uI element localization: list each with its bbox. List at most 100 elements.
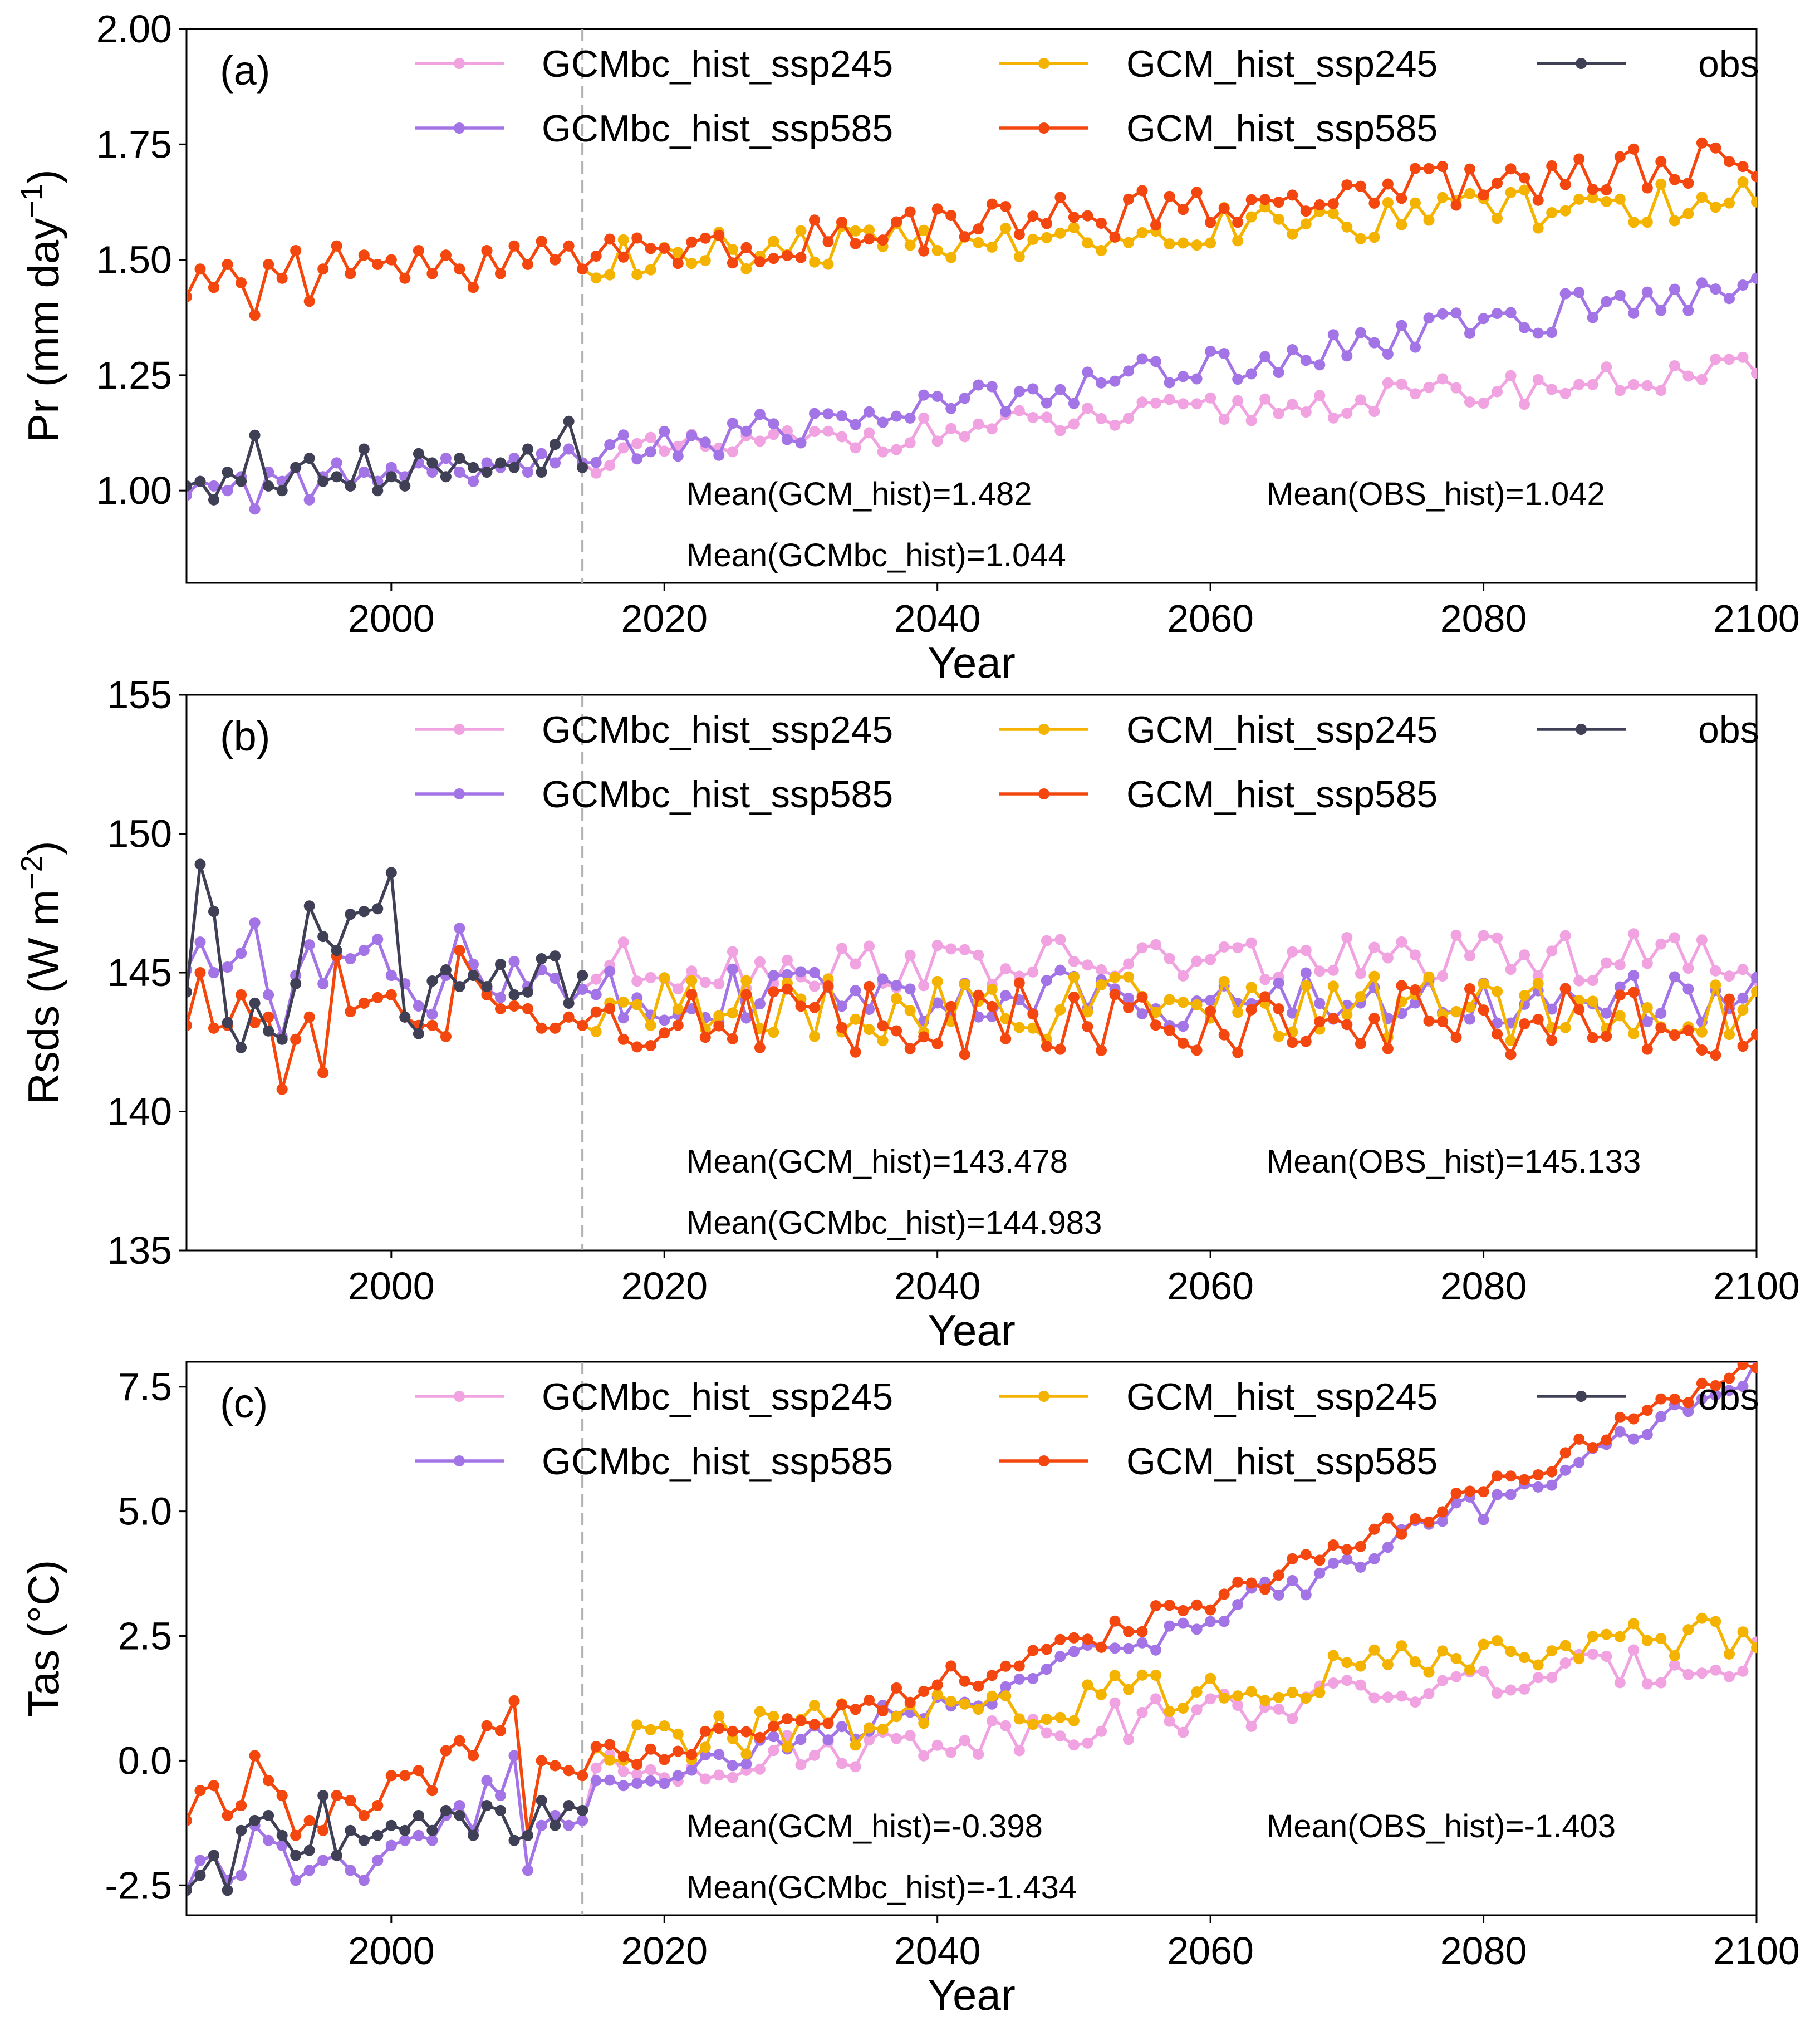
- gcmbc-hist-ssp245-point: [782, 425, 793, 436]
- gcm-hist-ssp585-point: [1464, 163, 1475, 175]
- obs-point: [317, 1790, 329, 1802]
- gcmbc-hist-ssp245-point: [754, 956, 766, 968]
- gcm-hist-ssp585-point: [1136, 185, 1148, 197]
- gcm-hist-ssp585-point: [1368, 197, 1380, 209]
- legend-swatch-marker: [1038, 122, 1049, 134]
- gcm-hist-ssp245-point: [904, 239, 916, 251]
- gcm-hist-ssp585-point: [1505, 1049, 1517, 1061]
- gcmbc-hist-ssp585-point: [659, 1778, 670, 1789]
- gcmbc-hist-ssp585-point: [249, 917, 261, 929]
- gcmbc-hist-ssp585-point: [1232, 1599, 1244, 1610]
- gcm-hist-ssp585-point: [1696, 1377, 1708, 1389]
- gcm-hist-ssp585-point: [263, 258, 274, 270]
- x-tick-label: 2100: [1713, 1264, 1800, 1308]
- gcmbc-hist-ssp585-point: [1655, 305, 1667, 316]
- gcmbc-hist-ssp245-point: [1546, 1672, 1558, 1684]
- gcm-hist-ssp585-point: [208, 282, 219, 293]
- gcm-hist-ssp585-point: [1423, 1516, 1435, 1528]
- gcm-hist-ssp585-point: [1546, 160, 1558, 171]
- x-tick-label: 2040: [894, 1929, 981, 1973]
- gcm-hist-ssp245-point: [1327, 1650, 1339, 1661]
- gcmbc-hist-ssp585-point: [1601, 296, 1612, 307]
- gcmbc-hist-ssp585-point: [782, 434, 793, 445]
- gcmbc-hist-ssp585-point: [222, 485, 233, 497]
- gcmbc-hist-ssp585-point: [836, 1000, 847, 1012]
- gcm-hist-ssp245-point: [645, 1019, 656, 1031]
- gcm-hist-ssp585-point: [1191, 1599, 1203, 1611]
- gcm-hist-ssp585-point: [413, 245, 424, 256]
- gcm-hist-ssp585-point: [959, 231, 970, 243]
- gcmbc-hist-ssp245-point: [1068, 418, 1080, 430]
- gcmbc-hist-ssp585-point: [345, 953, 356, 964]
- gcmbc-hist-ssp245-point: [1054, 934, 1066, 945]
- gcm-hist-ssp245-point: [795, 225, 807, 237]
- obs-point: [495, 1804, 506, 1816]
- gcmbc-hist-ssp585-point: [1532, 327, 1544, 339]
- gcm-hist-ssp585-point: [1259, 194, 1271, 205]
- gcm-hist-ssp245-point: [1614, 1631, 1626, 1642]
- obs-point: [468, 1829, 479, 1841]
- obs-point: [194, 475, 206, 487]
- gcm-hist-ssp585-point: [1327, 198, 1339, 210]
- obs-point: [399, 480, 411, 492]
- gcm-hist-ssp585-point: [699, 232, 711, 244]
- legend-swatch-marker: [1576, 1391, 1587, 1402]
- gcmbc-hist-ssp585-point: [1109, 375, 1121, 387]
- x-tick-label: 2060: [1167, 1929, 1254, 1973]
- gcmbc-hist-ssp585-point: [508, 956, 520, 967]
- obs-point: [481, 981, 493, 992]
- gcm-hist-ssp585-point: [222, 1809, 233, 1821]
- gcmbc-hist-ssp585-point: [1368, 337, 1380, 349]
- gcm-hist-ssp585-point: [1696, 137, 1708, 149]
- gcm-hist-ssp245-point: [945, 1695, 957, 1707]
- gcmbc-hist-ssp585-point: [959, 393, 970, 404]
- obs-point: [426, 1824, 438, 1836]
- gcmbc-hist-ssp245-point: [986, 423, 998, 435]
- y-axis-title: Rsds (W m−2): [15, 841, 68, 1104]
- gcmbc-hist-ssp585-point: [1737, 279, 1749, 291]
- gcmbc-hist-ssp245-point: [1191, 1704, 1203, 1716]
- obs-point: [413, 448, 424, 459]
- gcm-hist-ssp585-point: [454, 263, 465, 275]
- gcm-hist-ssp585-point: [1396, 1528, 1407, 1540]
- gcm-hist-ssp245-point: [1478, 1638, 1489, 1650]
- gcmbc-hist-ssp585-point: [877, 973, 889, 985]
- obs-point: [249, 997, 261, 1009]
- gcm-hist-ssp585-point: [1559, 1447, 1571, 1459]
- gcm-hist-ssp585-point: [1341, 1019, 1353, 1031]
- gcmbc-hist-ssp245-point: [1273, 408, 1284, 419]
- gcm-hist-ssp585-point: [1068, 992, 1080, 1003]
- x-tick-label: 2080: [1440, 1929, 1527, 1973]
- obs-point: [577, 1804, 588, 1816]
- gcm-hist-ssp585-point: [317, 1067, 329, 1078]
- obs-point: [481, 1800, 493, 1811]
- gcm-hist-ssp585-point: [604, 233, 616, 245]
- gcm-hist-ssp585-point: [577, 263, 588, 275]
- gcmbc-hist-ssp585-point: [1450, 1497, 1462, 1509]
- gcm-hist-ssp585-point: [604, 1739, 616, 1750]
- gcmbc-hist-ssp245-point: [809, 980, 820, 992]
- gcmbc-hist-ssp245-point: [1396, 936, 1407, 948]
- gcm-hist-ssp585-point: [440, 249, 452, 261]
- gcm-hist-ssp245-point: [1532, 1659, 1544, 1671]
- gcm-hist-ssp245-point: [617, 234, 629, 246]
- gcm-hist-ssp585-point: [276, 1083, 288, 1095]
- obs-point: [522, 443, 533, 455]
- gcmbc-hist-ssp585-point: [236, 948, 247, 959]
- gcmbc-hist-ssp585-point: [1123, 365, 1134, 377]
- gcmbc-hist-ssp245-point: [1355, 1679, 1366, 1691]
- gcmbc-hist-ssp585-point: [1218, 1616, 1230, 1627]
- obs-point: [508, 462, 520, 473]
- gcmbc-hist-ssp245-point: [945, 1747, 957, 1758]
- gcm-hist-ssp585-point: [1696, 1044, 1708, 1056]
- gcm-hist-ssp245-point: [1164, 994, 1175, 1005]
- gcmbc-hist-ssp585-point: [1559, 1464, 1571, 1476]
- gcm-hist-ssp585-point: [1682, 1397, 1694, 1409]
- y-tick-label: 135: [107, 1229, 172, 1272]
- gcmbc-hist-ssp585-point: [1068, 1646, 1080, 1657]
- gcm-hist-ssp585-point: [1368, 1523, 1380, 1535]
- gcmbc-hist-ssp245-point: [1505, 370, 1517, 381]
- gcm-hist-ssp585-point: [1601, 1434, 1612, 1446]
- gcmbc-hist-ssp585-point: [1341, 1553, 1353, 1565]
- gcm-hist-ssp585-point: [1287, 1553, 1298, 1564]
